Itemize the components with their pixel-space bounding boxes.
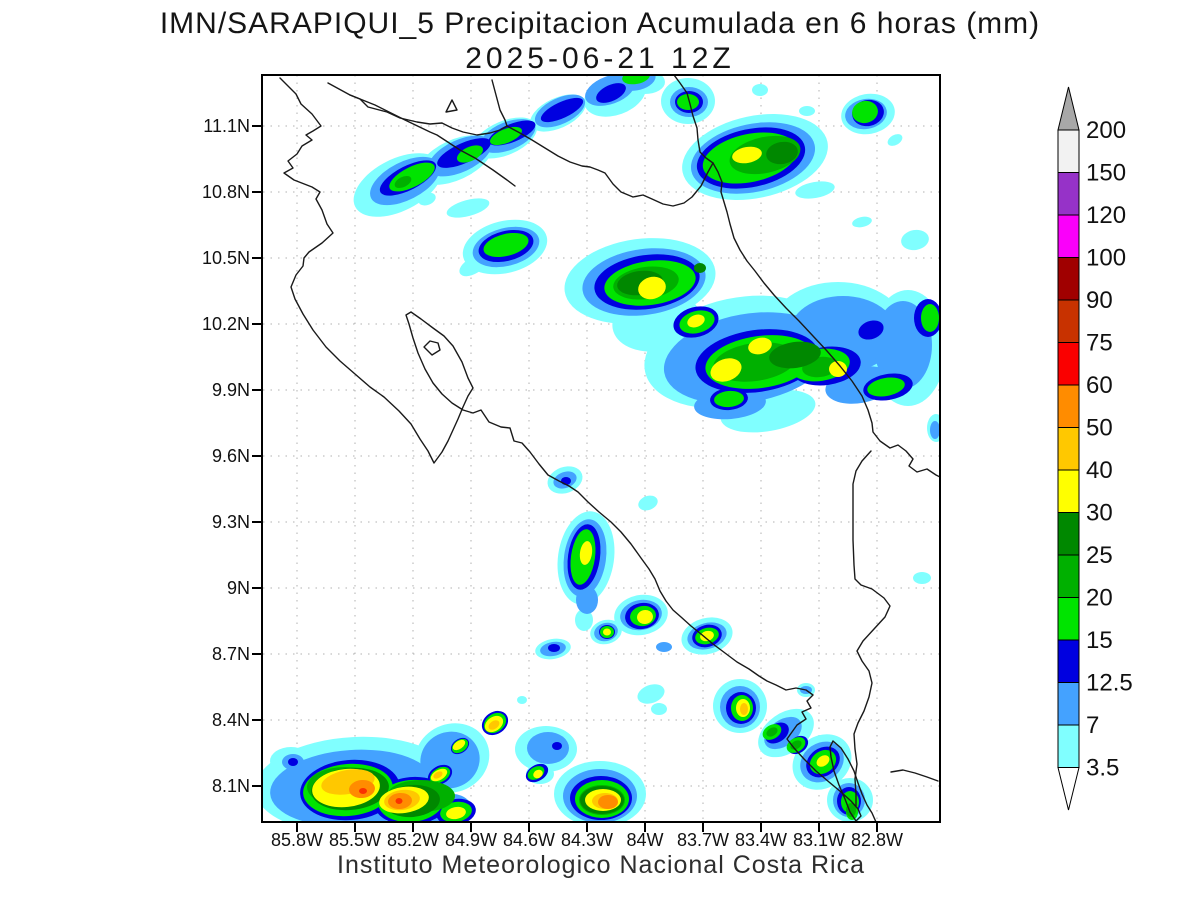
- colorbar-label: 3.5: [1086, 755, 1119, 782]
- san-juan-river-border: [506, 125, 714, 207]
- colorbar-labels: 200 150 120 100 90 75 60 50 40 30 25 20 …: [1086, 117, 1133, 782]
- colorbar-label: 150: [1086, 160, 1126, 187]
- colorbar-segment: [1057, 512, 1080, 556]
- lon-label: 85.2W: [387, 830, 439, 850]
- colorbar-segment: [1057, 554, 1080, 598]
- colorbar-label: 7: [1086, 712, 1099, 739]
- lat-label: 9.6N: [212, 446, 250, 466]
- nicaragua-border: [327, 82, 516, 187]
- lon-label: 84.9W: [445, 830, 497, 850]
- colorbar-arrow-bottom: [1057, 767, 1080, 811]
- lon-label: 84.3W: [561, 830, 613, 850]
- colorbar-segment: [1057, 597, 1080, 641]
- axis-ticks: [252, 125, 878, 832]
- lon-label: 83.7W: [677, 830, 729, 850]
- lat-label: 10.2N: [202, 314, 250, 334]
- colorbar-label: 120: [1086, 202, 1126, 229]
- colorbar-label: 15: [1086, 627, 1113, 654]
- colorbar-segment: [1057, 129, 1080, 173]
- lake-nicaragua-east-shore: [491, 79, 508, 127]
- caribbean-coastline: [673, 76, 939, 478]
- map-frame: [261, 74, 941, 823]
- lon-label: 83.1W: [793, 830, 845, 850]
- lat-label: 9N: [227, 578, 250, 598]
- colorbar-label: 30: [1086, 500, 1113, 527]
- colorbar-label: 40: [1086, 457, 1113, 484]
- colorbar-segment: [1057, 384, 1080, 428]
- colorbar-segment: [1057, 724, 1080, 768]
- colorbar-segment: [1057, 469, 1080, 513]
- lon-axis-labels: 85.8W 85.5W 85.2W 84.9W 84.6W 84.3W 84W …: [271, 830, 903, 850]
- colorbar-arrow-top: [1057, 86, 1080, 131]
- lon-label: 82.8W: [851, 830, 903, 850]
- chart-subtitle: 2025-06-21 12Z: [465, 42, 735, 75]
- colorbar-label: 100: [1086, 245, 1126, 272]
- lon-label: 83.4W: [735, 830, 787, 850]
- colorbar-label: 50: [1086, 415, 1113, 442]
- colorbar-label: 20: [1086, 585, 1113, 612]
- lat-label: 8.1N: [212, 776, 250, 796]
- panama-pacific-coast: [890, 769, 939, 782]
- colorbar-label: 75: [1086, 330, 1113, 357]
- lat-label: 10.5N: [202, 248, 250, 268]
- lat-label: 11.1N: [203, 116, 250, 136]
- coastlines: [279, 76, 939, 821]
- lat-label: 10.8N: [202, 182, 250, 202]
- colorbar-segment: [1057, 172, 1080, 216]
- colorbar-segment: [1057, 427, 1080, 471]
- lat-label: 9.9N: [212, 380, 250, 400]
- colorbar-label: 60: [1086, 372, 1113, 399]
- lon-label: 85.5W: [329, 830, 381, 850]
- colorbar-segment: [1057, 257, 1080, 301]
- pacific-coastline: [279, 77, 877, 821]
- figure-titles: IMN/SARAPIQUI_5 Precipitacion Acumulada …: [0, 6, 1200, 76]
- lon-label: 84W: [626, 830, 663, 850]
- lat-axis-labels: 11.1N 10.8N 10.5N 10.2N 9.9N 9.6N 9.3N 9…: [202, 116, 250, 796]
- colorbar-segment: [1057, 214, 1080, 258]
- colorbar-segment: [1057, 299, 1080, 343]
- colorbar-label: 12.5: [1086, 670, 1133, 697]
- panama-border: [852, 450, 891, 807]
- lon-label: 85.8W: [271, 830, 323, 850]
- footer-credit: Instituto Meteorologico Nacional Costa R…: [337, 851, 865, 879]
- colorbar-segment: [1057, 682, 1080, 726]
- chart-title: IMN/SARAPIQUI_5 Precipitacion Acumulada …: [159, 7, 1041, 40]
- colorbar: 200 150 120 100 90 75 60 50 40 30 25 20 …: [1057, 86, 1133, 811]
- colorbar-label: 200: [1086, 117, 1126, 144]
- lat-label: 8.4N: [212, 710, 250, 730]
- precipitation-field: [263, 76, 939, 821]
- colorbar-label: 25: [1086, 542, 1113, 569]
- lat-label: 9.3N: [212, 512, 250, 532]
- colorbar-label: 90: [1086, 287, 1113, 314]
- lake-nicaragua-shore: [349, 94, 508, 136]
- lat-label: 8.7N: [212, 644, 250, 664]
- lon-label: 84.6W: [503, 830, 555, 850]
- lake-island-triangle: [445, 99, 458, 113]
- colorbar-segment: [1057, 639, 1080, 683]
- precip-level-red: [359, 788, 403, 804]
- chira-island: [423, 340, 441, 356]
- colorbar-segment: [1057, 342, 1080, 386]
